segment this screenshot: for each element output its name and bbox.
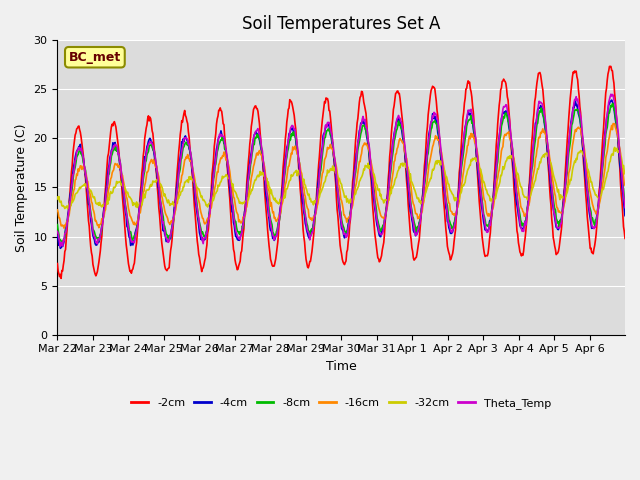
-4cm [401, 146, 408, 152]
Line: -4cm: -4cm [58, 100, 625, 248]
Theta_Temp [433, 112, 440, 118]
-2cm [54, 261, 61, 266]
Line: -8cm: -8cm [58, 104, 625, 242]
-2cm [57, 276, 65, 281]
-16cm [609, 120, 617, 126]
-8cm [621, 200, 629, 205]
-32cm [54, 194, 61, 200]
Y-axis label: Soil Temperature (C): Soil Temperature (C) [15, 123, 28, 252]
-2cm [621, 236, 629, 241]
-4cm [621, 213, 629, 218]
-16cm [401, 148, 408, 154]
Theta_Temp [275, 221, 282, 227]
-16cm [621, 182, 629, 188]
-32cm [253, 173, 261, 179]
-16cm [225, 165, 233, 170]
-2cm [121, 224, 129, 229]
-32cm [225, 175, 233, 181]
Line: -16cm: -16cm [58, 123, 625, 228]
-8cm [433, 121, 440, 127]
Title: Soil Temperatures Set A: Soil Temperatures Set A [242, 15, 440, 33]
-32cm [611, 144, 618, 150]
Line: Theta_Temp: Theta_Temp [58, 94, 625, 247]
-8cm [54, 222, 61, 228]
-4cm [56, 245, 64, 251]
Text: BC_met: BC_met [68, 51, 121, 64]
-16cm [433, 135, 440, 141]
Theta_Temp [607, 91, 615, 97]
-32cm [433, 158, 440, 164]
-4cm [253, 131, 261, 137]
-8cm [253, 132, 261, 137]
-16cm [253, 150, 261, 156]
-32cm [401, 161, 408, 167]
Line: -2cm: -2cm [58, 66, 625, 278]
-4cm [608, 97, 616, 103]
Theta_Temp [253, 127, 261, 133]
Theta_Temp [401, 139, 408, 145]
-8cm [59, 239, 67, 245]
-8cm [401, 143, 408, 148]
-16cm [121, 185, 129, 191]
-4cm [121, 203, 129, 208]
-2cm [433, 98, 440, 104]
-16cm [60, 225, 68, 231]
-32cm [121, 186, 129, 192]
-32cm [64, 206, 72, 212]
-8cm [609, 101, 616, 107]
-4cm [54, 233, 61, 239]
Theta_Temp [54, 228, 61, 234]
Theta_Temp [621, 204, 629, 210]
-32cm [621, 171, 629, 177]
-8cm [121, 196, 129, 202]
-4cm [433, 117, 440, 122]
-2cm [606, 63, 614, 69]
-32cm [275, 201, 282, 207]
Theta_Temp [56, 244, 64, 250]
-2cm [253, 106, 261, 111]
Legend: -2cm, -4cm, -8cm, -16cm, -32cm, Theta_Temp: -2cm, -4cm, -8cm, -16cm, -32cm, Theta_Te… [127, 393, 556, 413]
-4cm [225, 178, 233, 183]
-4cm [275, 219, 282, 225]
Line: -32cm: -32cm [58, 147, 625, 209]
-8cm [225, 172, 233, 178]
-2cm [275, 228, 282, 233]
-2cm [401, 147, 408, 153]
-16cm [275, 214, 282, 219]
-8cm [275, 219, 282, 225]
-16cm [54, 207, 61, 213]
Theta_Temp [225, 173, 233, 179]
X-axis label: Time: Time [326, 360, 356, 373]
Theta_Temp [121, 199, 129, 204]
-2cm [225, 188, 233, 194]
